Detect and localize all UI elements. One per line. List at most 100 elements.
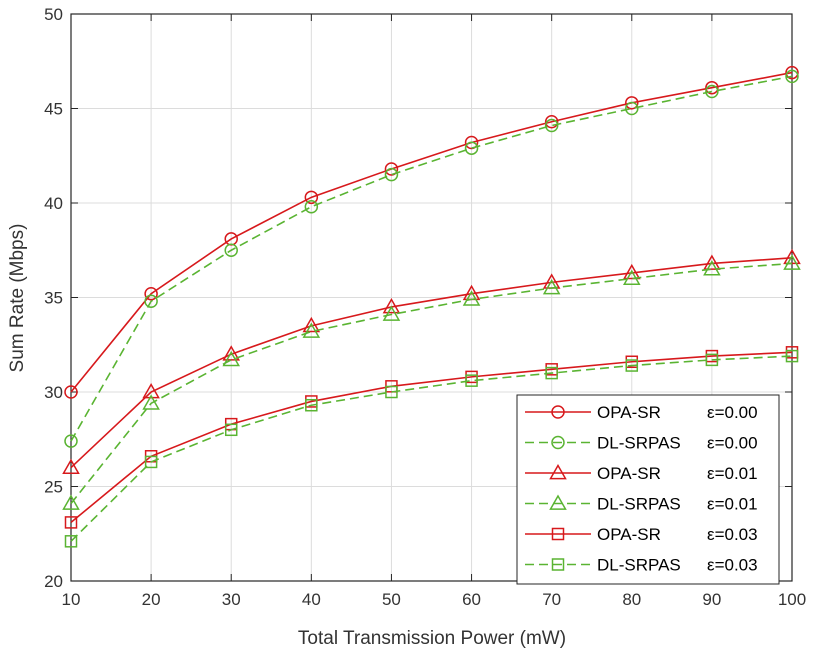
data-point <box>304 200 319 214</box>
data-point <box>222 350 241 367</box>
data-point <box>703 260 721 276</box>
x-tick-label: 30 <box>222 590 241 609</box>
data-point <box>64 385 78 399</box>
data-point <box>304 190 319 205</box>
y-tick-label: 35 <box>44 289 63 308</box>
data-point <box>144 294 158 309</box>
data-point <box>142 382 160 399</box>
data-point <box>464 141 479 155</box>
data-point <box>783 248 801 265</box>
data-point <box>625 96 639 110</box>
legend-eps: ε=0.00 <box>707 434 758 453</box>
legend-label: DL-SRPAS <box>597 495 681 514</box>
data-point <box>224 423 238 437</box>
series-line <box>70 355 793 542</box>
data-point <box>382 297 401 314</box>
legend-marker <box>551 558 565 571</box>
data-point <box>622 269 641 285</box>
data-point <box>302 322 321 338</box>
data-point <box>785 65 799 80</box>
x-tick-label: 100 <box>778 590 806 609</box>
legend-label: OPA-SR <box>597 525 661 544</box>
data-point <box>703 254 721 270</box>
legend-eps: ε=0.00 <box>707 403 758 422</box>
data-point <box>62 494 80 510</box>
series-line <box>70 71 793 393</box>
x-tick-label: 50 <box>382 590 401 609</box>
data-point <box>144 286 158 301</box>
legend-box <box>516 394 780 585</box>
legend-entry: OPA-SR ε=0.03 <box>525 525 758 544</box>
y-axis-title: Sum Rate (Mbps) <box>7 224 28 373</box>
legend-entry: DL-SRPAS ε=0.03 <box>525 556 758 575</box>
data-point <box>464 135 479 150</box>
data-point <box>142 394 160 410</box>
data-point <box>384 167 399 182</box>
series-line <box>70 262 793 505</box>
x-tick-label: 20 <box>142 590 161 609</box>
legend-entry: OPA-SR ε=0.00 <box>525 403 758 422</box>
x-tick-label: 60 <box>462 590 481 609</box>
y-tick-label: 20 <box>44 572 63 591</box>
data-point <box>64 516 78 529</box>
data-point <box>144 455 158 469</box>
data-point <box>465 374 478 387</box>
data-point <box>545 366 558 380</box>
legend-eps: ε=0.01 <box>707 495 758 514</box>
data-point <box>705 353 719 367</box>
series-0 <box>64 65 799 399</box>
x-tick-label: 70 <box>542 590 561 609</box>
data-point <box>705 84 719 99</box>
data-point <box>625 101 639 116</box>
data-point <box>542 279 561 295</box>
y-tick-label: 25 <box>44 478 63 497</box>
data-point <box>384 162 399 176</box>
data-point <box>622 263 641 280</box>
data-point <box>544 114 559 129</box>
data-point <box>785 69 799 84</box>
x-tick-label: 80 <box>622 590 641 609</box>
data-point <box>544 118 559 133</box>
legend-entry: DL-SRPAS ε=0.01 <box>525 494 758 514</box>
series-line <box>70 351 793 524</box>
data-point <box>462 290 481 306</box>
data-point <box>705 80 719 95</box>
series-1 <box>64 69 799 448</box>
data-point <box>382 305 401 321</box>
legend-label: OPA-SR <box>597 464 661 483</box>
series-line <box>70 257 793 469</box>
legend-eps: ε=0.03 <box>707 556 758 575</box>
data-point <box>64 434 78 448</box>
data-point <box>625 359 639 372</box>
legend-label: OPA-SR <box>597 403 661 422</box>
legend-marker <box>551 435 565 450</box>
data-point <box>222 345 241 361</box>
series-5 <box>64 349 799 548</box>
data-point <box>224 243 238 257</box>
series-3 <box>62 254 801 510</box>
legend-eps: ε=0.01 <box>707 464 758 483</box>
data-point <box>785 349 799 363</box>
x-tick-label: 40 <box>302 590 321 609</box>
data-point <box>62 458 80 474</box>
y-tick-label: 45 <box>44 100 63 119</box>
data-point <box>385 385 398 399</box>
series-lines <box>62 65 801 548</box>
data-point <box>302 316 321 333</box>
data-point <box>64 535 78 548</box>
data-point <box>783 254 801 270</box>
legend-marker <box>551 405 565 419</box>
legend-eps: ε=0.03 <box>707 525 758 544</box>
x-axis-title: Total Transmission Power (mW) <box>298 628 566 649</box>
x-tick-label: 10 <box>62 590 81 609</box>
legend-label: DL-SRPAS <box>597 556 681 575</box>
legend-entry: DL-SRPAS ε=0.00 <box>525 434 758 453</box>
legend-marker <box>549 463 567 480</box>
y-tick-label: 40 <box>44 194 63 213</box>
legend-entry: OPA-SR ε=0.01 <box>525 463 758 483</box>
y-tick-label: 50 <box>44 5 63 24</box>
data-point <box>305 398 318 412</box>
